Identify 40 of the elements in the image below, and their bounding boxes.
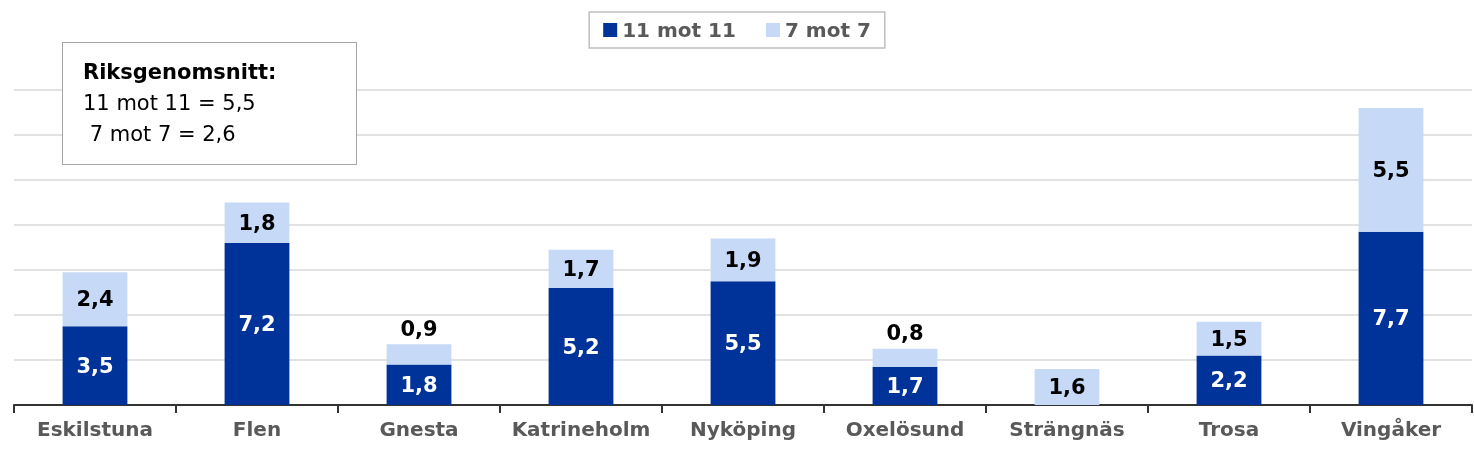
x-tick-label: Flen	[232, 417, 282, 441]
data-label: 5,5	[1372, 157, 1410, 182]
data-label: 1,6	[1048, 375, 1086, 399]
bar	[710, 281, 776, 405]
data-label: 3,5	[76, 353, 114, 378]
data-label: 7,7	[1372, 306, 1410, 331]
data-label: 2,4	[76, 287, 114, 312]
data-label: 7,2	[238, 312, 276, 336]
x-tick-label: Trosa	[1198, 417, 1260, 441]
bar	[1358, 231, 1424, 405]
data-label: 1,8	[238, 210, 276, 235]
bar	[386, 344, 452, 365]
data-label: 1,5	[1210, 326, 1248, 351]
data-label: 1,8	[400, 372, 438, 397]
data-label: 2,2	[1210, 368, 1248, 393]
x-tick-label: Gnesta	[379, 417, 459, 441]
bar	[872, 348, 938, 367]
bar	[548, 288, 614, 405]
bar	[224, 243, 290, 405]
legend-label: 11 mot 11	[622, 18, 736, 42]
data-label: 0,8	[886, 321, 924, 346]
data-label: 1,7	[562, 256, 600, 281]
x-tick-label: Nyköping	[689, 417, 797, 441]
legend-label: 7 mot 7	[784, 18, 871, 42]
annotation: 11 mot 11 = 5,5	[83, 90, 257, 117]
data-label: 0,9	[400, 316, 438, 341]
x-tick-label: Oxelösund	[845, 417, 965, 441]
bar	[1358, 108, 1424, 232]
x-tick-label: Vingåker	[1340, 417, 1442, 441]
x-tick-label: Katrineholm	[511, 417, 651, 441]
data-label: 5,2	[562, 334, 600, 359]
annotation: 7 mot 7 = 2,6	[88, 121, 237, 148]
data-label: 5,5	[724, 331, 762, 356]
data-label: 1,9	[724, 247, 762, 272]
data-label: 1,7	[886, 373, 924, 398]
bar	[62, 272, 128, 327]
x-tick-label: Strängnäs	[1009, 417, 1125, 441]
bar	[62, 326, 128, 405]
x-tick-label: Eskilstuna	[36, 417, 154, 441]
note-box: Riksgenomsnitt: 11 mot 11 = 5,5 7 mot 7 = 2,6	[62, 42, 357, 165]
